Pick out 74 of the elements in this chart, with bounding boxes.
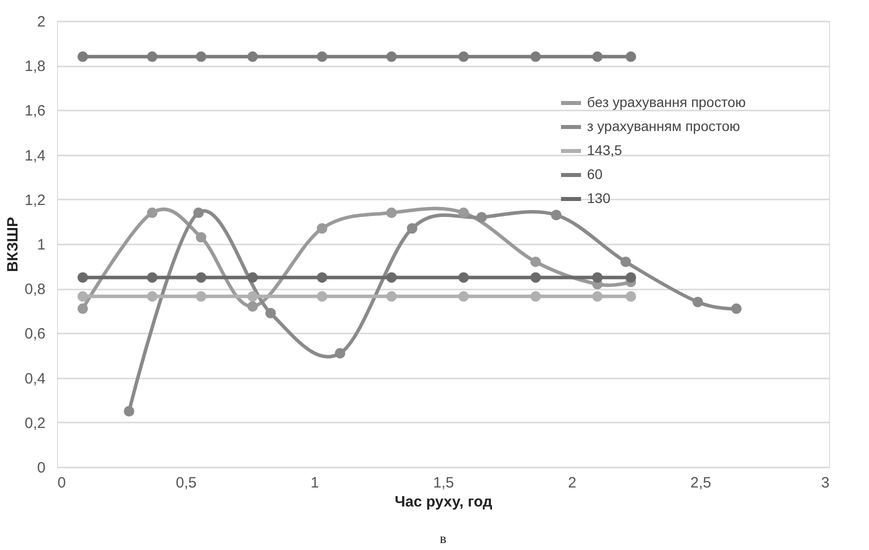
point	[458, 51, 469, 62]
point	[146, 291, 158, 302]
point	[530, 51, 541, 62]
point	[124, 406, 134, 416]
y-tick-label: 1,4	[24, 147, 46, 164]
point	[386, 208, 397, 218]
text: в	[440, 532, 447, 547]
y-tick-label: 0,4	[24, 370, 46, 388]
x-tick-label: 3	[821, 474, 830, 492]
point	[334, 348, 346, 359]
x-tick-label: 2	[568, 474, 576, 492]
x-tick-label: 2,5	[690, 474, 712, 492]
point	[530, 256, 541, 268]
y-tick-label: 0,8	[24, 281, 46, 298]
point	[476, 212, 487, 222]
point	[146, 208, 158, 218]
x-tick-label: 1	[310, 474, 320, 492]
point	[592, 291, 603, 302]
point	[692, 296, 704, 308]
point	[146, 272, 158, 283]
point	[146, 51, 158, 62]
point	[458, 208, 469, 218]
point	[77, 291, 88, 302]
point	[458, 272, 469, 283]
point	[620, 256, 631, 268]
point	[77, 303, 88, 314]
point	[196, 232, 206, 243]
y-tick-label: 1,6	[24, 102, 46, 120]
legend-label: 60	[587, 166, 603, 182]
point	[247, 301, 258, 312]
point	[316, 223, 328, 234]
y-tick-label: 2	[37, 14, 46, 30]
legend-label: з урахуванням простою	[587, 118, 740, 134]
point	[247, 272, 258, 283]
point	[196, 51, 206, 62]
point	[316, 272, 328, 283]
point	[626, 51, 636, 62]
y-tick-label: 0,2	[24, 414, 46, 432]
point	[386, 291, 397, 302]
point	[731, 303, 742, 314]
y-tick-label: 0	[37, 460, 46, 476]
point	[592, 272, 603, 283]
y-axis-title: ВКЗШР	[4, 216, 22, 272]
legend-label: 143,5	[587, 142, 622, 158]
point	[196, 291, 206, 302]
point	[265, 308, 276, 318]
legend-label: без урахування простою	[587, 94, 746, 110]
point	[316, 51, 328, 62]
point	[193, 208, 204, 218]
x-tick-label: 1,5	[433, 474, 454, 492]
point	[247, 51, 258, 62]
x-tick-label: 0	[58, 474, 66, 492]
y-tick-label: 1,2	[24, 192, 46, 209]
point	[530, 291, 541, 302]
y-tick-label: 0,6	[24, 326, 46, 343]
legend-label: 130	[587, 190, 611, 206]
point	[406, 223, 418, 234]
point	[386, 51, 397, 62]
point	[530, 272, 541, 283]
point	[247, 291, 258, 302]
point	[592, 51, 603, 62]
point	[196, 272, 206, 283]
point	[626, 272, 636, 283]
y-tick-label: 1	[37, 236, 46, 254]
point	[316, 291, 328, 302]
x-tick-label: 0,5	[176, 474, 197, 492]
point	[626, 291, 636, 302]
point	[77, 51, 88, 62]
point	[550, 210, 562, 220]
point	[77, 272, 88, 283]
y-tick-label: 1,8	[24, 58, 46, 76]
point	[458, 291, 469, 302]
point	[386, 272, 397, 283]
x-axis-title: Час руху, год	[394, 494, 493, 510]
